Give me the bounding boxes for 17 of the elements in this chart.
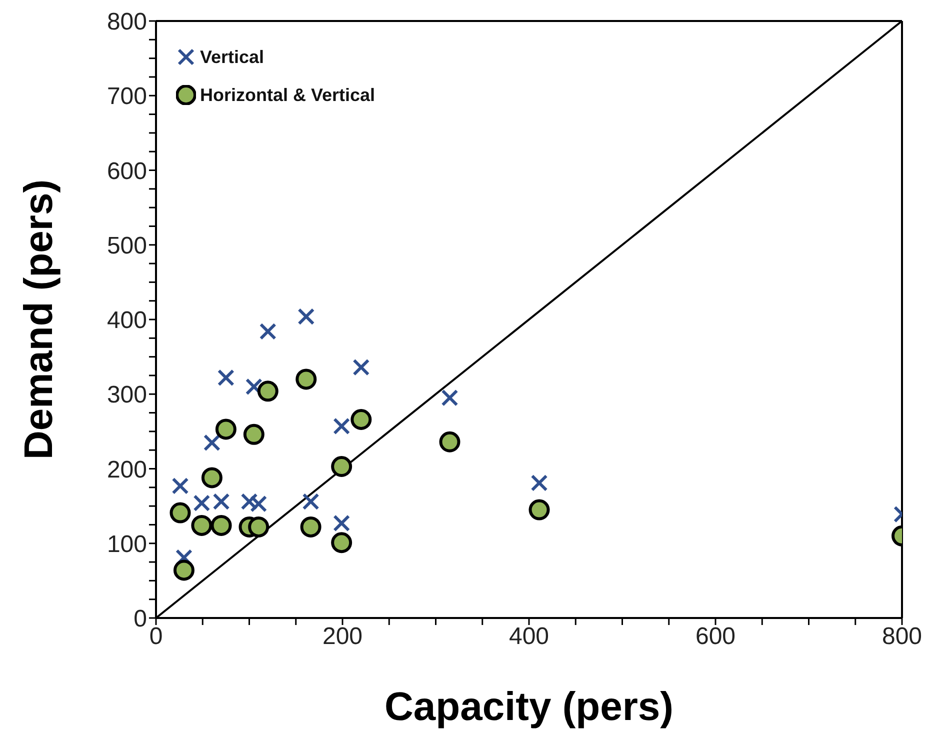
y-tick-label: 500 (106, 232, 147, 260)
x-tick-label: 200 (322, 623, 363, 650)
y-tick-label: 700 (106, 83, 147, 110)
x-tick-label: 800 (882, 623, 922, 650)
y-tick-label: 200 (106, 456, 147, 484)
x-tick-label: 400 (508, 623, 550, 650)
y-tick-label: 400 (106, 307, 147, 334)
x-axis-title: Capacity (pers) (384, 685, 674, 729)
y-tick-label: 800 (106, 8, 147, 36)
legend-label: Horizontal & Vertical (200, 84, 376, 106)
y-tick-label: 600 (106, 158, 147, 185)
y-axis-title: Demand (pers) (17, 179, 62, 460)
y-tick-label: 0 (134, 606, 147, 633)
y-tick-label: 100 (106, 530, 147, 558)
x-tick-label: 600 (695, 623, 736, 650)
y-tick-label: 300 (106, 382, 147, 409)
legend-label: Vertical (200, 46, 264, 68)
